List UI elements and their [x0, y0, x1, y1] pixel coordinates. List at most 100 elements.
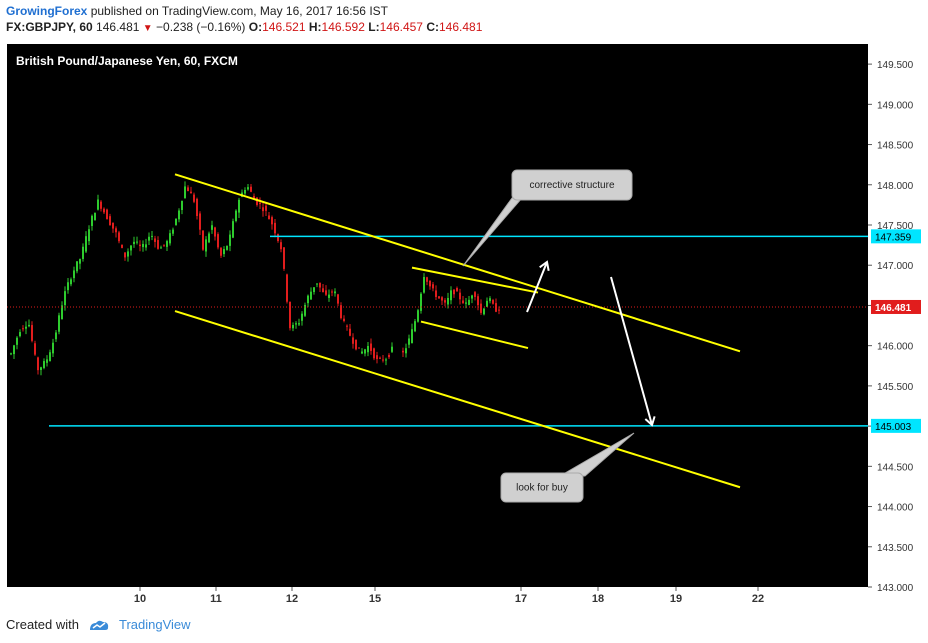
high-value: 146.592 [321, 20, 365, 34]
candle-up [178, 210, 180, 220]
candle-up [82, 246, 84, 259]
publish-line: GrowingForex published on TradingView.co… [6, 3, 482, 19]
candle-down [319, 282, 321, 288]
candle-down [196, 198, 198, 217]
candle-up [208, 233, 210, 243]
candle-down [477, 296, 479, 306]
candle-down [124, 252, 126, 258]
candle-down [34, 343, 36, 355]
candle-up [489, 298, 491, 302]
candle-up [184, 186, 186, 199]
candle-up [408, 338, 410, 345]
corrective-structure-callout-box [511, 169, 633, 201]
chart-header: GrowingForex published on TradingView.co… [6, 3, 482, 37]
candle-down [265, 205, 267, 211]
candle-up [25, 326, 27, 329]
candle-down [190, 191, 192, 194]
change-value: −0.238 (−0.16%) [156, 20, 246, 34]
x-tick-label: 10 [134, 593, 146, 604]
candle-up [58, 315, 60, 332]
candle-down [480, 303, 482, 313]
candle-up [364, 349, 366, 354]
candle-up [465, 302, 467, 304]
candle-up [316, 283, 318, 285]
candle-down [426, 277, 428, 282]
candle-down [214, 227, 216, 237]
candle-down [346, 325, 348, 327]
candle-down [286, 274, 288, 302]
y-tick-label: 143.500 [877, 543, 914, 554]
candle-down [331, 291, 333, 293]
candle-down [474, 292, 476, 297]
candle-down [376, 355, 378, 360]
candle-up [450, 290, 452, 301]
candle-up [310, 291, 312, 300]
candle-up [405, 348, 407, 354]
x-tick-label: 19 [670, 593, 682, 604]
candle-down [438, 296, 440, 299]
trendline-channel-lower [174, 310, 741, 489]
candle-down [441, 297, 443, 301]
candle-down [253, 196, 255, 199]
candle-up [226, 245, 228, 250]
candle-down [187, 187, 189, 192]
trendline-channel-upper [174, 173, 741, 353]
candle-up [447, 297, 449, 305]
last-price-label: 146.481 [875, 303, 912, 314]
candle-down [370, 343, 372, 351]
candle-down [109, 216, 111, 226]
candle-up [175, 218, 177, 225]
candle-up [334, 291, 336, 294]
candle-down [220, 247, 222, 256]
candle-down [373, 348, 375, 359]
candle-up [423, 277, 425, 293]
candle-down [202, 230, 204, 250]
y-tick-label: 149.500 [877, 60, 914, 71]
candle-up [313, 287, 315, 293]
y-tick-label: 147.500 [877, 221, 914, 232]
candle-up [238, 199, 240, 213]
candle-up [411, 329, 413, 343]
bearish-arrow [610, 276, 653, 426]
candle-down [112, 222, 114, 229]
open-value: 146.521 [262, 20, 306, 34]
candle-down [250, 186, 252, 192]
candle-up [328, 294, 330, 298]
tradingview-brand-link[interactable]: TradingView [118, 617, 191, 632]
candle-down [289, 301, 291, 329]
candle-down [453, 289, 455, 295]
candle-up [367, 346, 369, 353]
candle-up [67, 282, 69, 291]
candle-up [64, 291, 66, 306]
candle-down [259, 202, 261, 205]
low-label: L: [368, 20, 380, 34]
candle-up [304, 304, 306, 316]
x-tick-label: 11 [210, 593, 222, 604]
author-link[interactable]: GrowingForex [6, 4, 88, 18]
candle-down [100, 201, 102, 209]
y-tick-label: 145.500 [877, 382, 914, 393]
candle-up [211, 225, 213, 230]
candle-down [118, 232, 120, 242]
candle-up [298, 323, 300, 325]
candle-up [292, 325, 294, 329]
chart-area[interactable]: corrective structure look for buy 149.500… [7, 44, 921, 609]
candle-up [85, 236, 87, 252]
candle-up [76, 261, 78, 272]
candle-down [498, 309, 500, 311]
x-tick-label: 17 [515, 593, 527, 604]
candle-down [139, 244, 141, 247]
tradingview-logo-icon [89, 620, 109, 630]
y-tick-label: 143.000 [877, 583, 914, 594]
candle-up [10, 353, 12, 355]
price-chart[interactable]: corrective structure look for buy 149.500… [7, 44, 921, 605]
candle-down [271, 217, 273, 225]
candle-down [358, 347, 360, 349]
candle-up [49, 352, 51, 362]
y-tick-label: 144.500 [877, 462, 914, 473]
candle-up [97, 199, 99, 210]
candle-up [46, 359, 48, 363]
candle-up [28, 324, 30, 327]
trendline-corrective-lower [420, 320, 529, 350]
candle-up [414, 321, 416, 332]
